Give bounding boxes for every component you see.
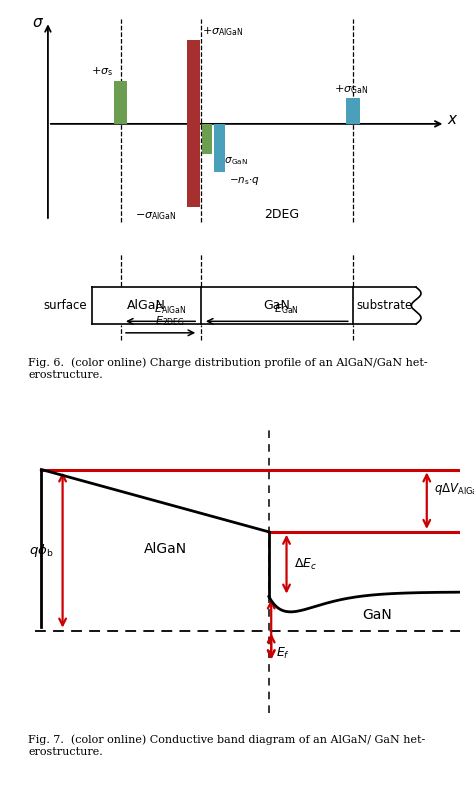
Text: GaN: GaN xyxy=(264,299,290,312)
Text: $q\Delta V_\mathrm{AlGaN}$: $q\Delta V_\mathrm{AlGaN}$ xyxy=(434,481,474,497)
Text: $E_\mathrm{GaN}$: $E_\mathrm{GaN}$ xyxy=(274,302,299,316)
Text: Fig. 6.  (color online) Charge distribution profile of an AlGaN/GaN het-
erostru: Fig. 6. (color online) Charge distributi… xyxy=(28,358,428,380)
Bar xyxy=(114,81,128,124)
Text: 2DEG: 2DEG xyxy=(264,208,299,221)
Text: $+\sigma_\mathrm{s}$: $+\sigma_\mathrm{s}$ xyxy=(91,65,113,78)
Text: $+\sigma_\mathrm{AlGaN}$: $+\sigma_\mathrm{AlGaN}$ xyxy=(202,25,244,38)
Text: $E_f$: $E_f$ xyxy=(276,646,290,661)
Text: GaN: GaN xyxy=(363,608,392,622)
Bar xyxy=(186,124,200,207)
Text: $\sigma$: $\sigma$ xyxy=(32,15,44,30)
Bar xyxy=(346,99,360,124)
Text: $E_\mathrm{2DEG}$: $E_\mathrm{2DEG}$ xyxy=(155,314,185,328)
Text: $q\phi_\mathrm{b}$: $q\phi_\mathrm{b}$ xyxy=(28,541,53,558)
Text: $-\sigma_\mathrm{AlGaN}$: $-\sigma_\mathrm{AlGaN}$ xyxy=(135,210,176,222)
Text: $-n_\mathrm{s}{\cdot}q$: $-n_\mathrm{s}{\cdot}q$ xyxy=(228,175,259,187)
Text: substrate: substrate xyxy=(356,299,413,312)
Bar xyxy=(186,40,200,124)
Text: AlGaN: AlGaN xyxy=(127,299,165,312)
Text: $\Delta E_c$: $\Delta E_c$ xyxy=(293,557,317,572)
Text: $x$: $x$ xyxy=(447,111,458,127)
Text: surface: surface xyxy=(43,299,87,312)
Text: $-\sigma_\mathrm{GaN}$: $-\sigma_\mathrm{GaN}$ xyxy=(216,155,248,167)
Text: AlGaN: AlGaN xyxy=(144,542,187,556)
Text: $+\sigma_\mathrm{GaN}$: $+\sigma_\mathrm{GaN}$ xyxy=(334,83,368,95)
Text: Fig. 7.  (color online) Conductive band diagram of an AlGaN/ GaN het-
erostructu: Fig. 7. (color online) Conductive band d… xyxy=(28,735,425,757)
Bar xyxy=(214,124,225,172)
Text: $E_\mathrm{AlGaN}$: $E_\mathrm{AlGaN}$ xyxy=(154,302,186,316)
Bar xyxy=(201,124,212,154)
